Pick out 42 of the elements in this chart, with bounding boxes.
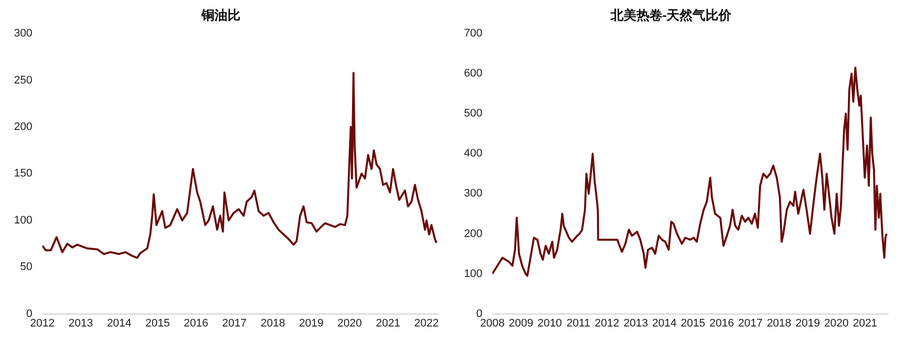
x-tick-label: 2018	[260, 317, 286, 330]
x-tick-label: 2019	[298, 317, 324, 330]
y-tick-label: 400	[464, 148, 482, 160]
y-tick-label: 600	[464, 68, 482, 80]
y-tick-label: 0	[26, 308, 32, 320]
x-tick-label: 2009	[508, 317, 534, 330]
x-tick-label: 2020	[824, 317, 849, 330]
x-tick-label: 2012	[594, 317, 620, 330]
y-tick-label: 100	[14, 214, 32, 226]
y-tick-label: 100	[464, 268, 482, 280]
x-tick-label: 2008	[480, 317, 505, 330]
y-tick-label: 500	[464, 108, 482, 120]
y-tick-label: 50	[20, 261, 32, 274]
chart-title: 铜油比	[200, 7, 240, 22]
x-tick-label: 2011	[566, 317, 590, 330]
x-tick-label: 2015	[680, 317, 706, 330]
x-tick-label: 2020	[337, 317, 362, 330]
y-tick-label: 250	[14, 74, 32, 86]
x-tick-label: 2013	[623, 317, 648, 330]
chart-title: 北美热卷-天然气比价	[609, 7, 733, 22]
x-tick-label: 2014	[106, 317, 132, 330]
y-tick-label: 200	[14, 121, 32, 134]
x-tick-label: 2017	[222, 317, 247, 330]
y-tick-label: 200	[464, 228, 482, 240]
x-tick-label: 2017	[738, 317, 763, 330]
x-tick-label: 2022	[414, 317, 439, 330]
x-tick-label: 2021	[376, 317, 400, 330]
x-tick-label: 2021	[852, 317, 878, 330]
x-tick-label: 2016	[709, 317, 734, 330]
x-tick-label: 2014	[652, 317, 677, 330]
x-tick-label: 2019	[795, 317, 820, 330]
y-tick-label: 300	[14, 28, 32, 40]
x-tick-label: 2012	[30, 317, 55, 330]
y-tick-label: 150	[14, 168, 32, 180]
x-tick-label: 2010	[537, 317, 562, 330]
x-tick-label: 2015	[145, 317, 170, 330]
y-tick-label: 0	[476, 308, 482, 320]
x-tick-label: 2018	[766, 317, 792, 330]
y-tick-label: 700	[464, 28, 482, 40]
x-tick-label: 2016	[184, 317, 208, 330]
x-tick-label: 2013	[68, 317, 94, 330]
y-tick-label: 300	[464, 188, 482, 200]
